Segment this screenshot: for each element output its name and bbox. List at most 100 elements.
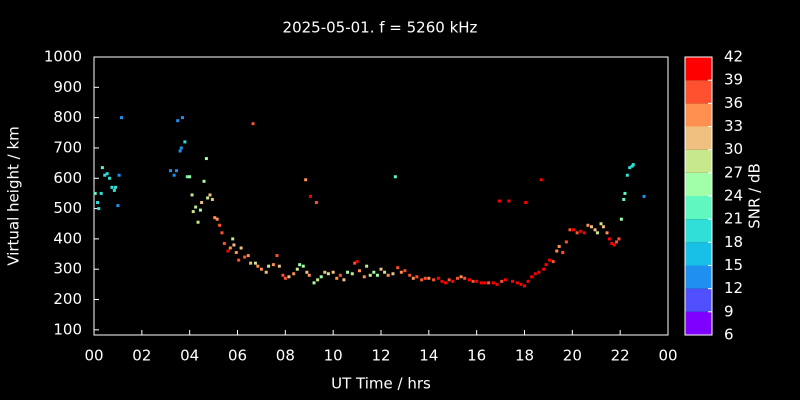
x-tick-label: 00: [658, 347, 677, 365]
x-tick-label: 12: [371, 347, 390, 365]
data-point: [622, 197, 626, 201]
x-axis-label: UT Time / hrs: [331, 375, 431, 393]
colorbar-tick-label: 42: [724, 48, 743, 66]
data-point: [500, 279, 504, 283]
data-point: [281, 273, 285, 277]
colorbar-tick-label: 33: [724, 117, 743, 135]
colorbar-tick-label: 39: [724, 71, 743, 89]
data-point: [239, 246, 243, 250]
data-point: [362, 275, 366, 279]
data-point: [393, 175, 397, 179]
data-point: [579, 229, 583, 233]
x-tick-label: 00: [84, 347, 103, 365]
data-point: [456, 276, 460, 280]
data-point: [491, 281, 495, 285]
data-point: [357, 269, 361, 273]
data-point: [190, 193, 194, 197]
data-point: [605, 231, 609, 235]
data-point: [316, 278, 320, 282]
data-point: [116, 204, 120, 208]
data-point: [314, 201, 318, 205]
data-point: [526, 279, 530, 283]
data-point: [447, 278, 451, 282]
data-point: [444, 281, 448, 285]
data-point: [231, 237, 235, 241]
data-point: [479, 281, 483, 285]
colorbar-tick-label: 30: [724, 140, 743, 158]
data-point: [564, 240, 568, 244]
data-point: [202, 179, 206, 183]
data-point: [519, 282, 523, 286]
data-point: [105, 172, 109, 176]
data-point: [97, 207, 101, 211]
data-point: [342, 278, 346, 282]
data-point: [183, 140, 187, 144]
data-point: [599, 222, 603, 226]
data-point: [568, 228, 572, 232]
colorbar-band: [685, 219, 712, 243]
data-point: [386, 273, 390, 277]
data-point: [537, 270, 541, 274]
colorbar-tick-label: 18: [724, 233, 743, 251]
data-point: [251, 122, 255, 126]
data-point: [467, 278, 471, 282]
data-point: [120, 116, 124, 120]
data-point: [298, 263, 302, 267]
colorbar-tick-label: 15: [724, 256, 743, 274]
data-point: [326, 272, 330, 276]
x-tick-label: 18: [515, 347, 534, 365]
data-point: [200, 201, 204, 205]
data-point: [383, 270, 387, 274]
colorbar-tick-label: 9: [724, 302, 734, 320]
data-point: [610, 241, 614, 245]
data-point: [185, 175, 189, 179]
y-axis-label: Virtual height / km: [5, 126, 23, 265]
data-point: [589, 225, 593, 229]
colorbar-tick-label: 21: [724, 210, 743, 228]
colorbar-label: SNR / dB: [746, 163, 764, 229]
data-point: [178, 149, 182, 153]
data-point: [117, 173, 121, 177]
data-point: [423, 276, 427, 280]
colorbar-band: [685, 311, 712, 335]
data-point: [436, 276, 440, 280]
data-point: [172, 173, 176, 177]
data-point: [463, 276, 467, 280]
data-point: [379, 267, 383, 271]
y-tick-label: 100: [53, 320, 82, 338]
x-tick-label: 02: [132, 347, 151, 365]
data-point: [179, 146, 183, 150]
x-tick-label: 04: [180, 347, 199, 365]
data-point: [103, 173, 107, 177]
data-point: [220, 231, 224, 235]
data-point: [204, 157, 208, 161]
data-point: [277, 264, 281, 268]
data-point: [544, 263, 548, 267]
data-point: [96, 201, 100, 205]
data-point: [350, 272, 354, 276]
data-point: [623, 191, 627, 195]
colorbar-band: [685, 242, 712, 266]
data-point: [93, 191, 97, 195]
colorbar-tick-label: 6: [724, 326, 734, 344]
data-point: [483, 281, 487, 285]
data-point: [275, 254, 279, 258]
data-point: [213, 216, 217, 220]
data-point: [625, 173, 629, 177]
data-point: [100, 166, 104, 170]
data-point: [287, 275, 291, 279]
data-point: [403, 269, 407, 273]
data-point: [346, 270, 350, 274]
data-point: [243, 255, 247, 259]
data-point: [365, 264, 369, 268]
x-tick-label: 14: [419, 347, 438, 365]
colorbar-band: [685, 265, 712, 289]
colorbar-tick-label: 36: [724, 94, 743, 112]
data-point: [617, 237, 621, 241]
data-point: [408, 273, 412, 277]
y-tick-label: 800: [53, 108, 82, 126]
data-point: [548, 258, 552, 262]
data-point: [234, 251, 238, 255]
data-point: [539, 178, 543, 182]
data-point: [191, 210, 195, 214]
